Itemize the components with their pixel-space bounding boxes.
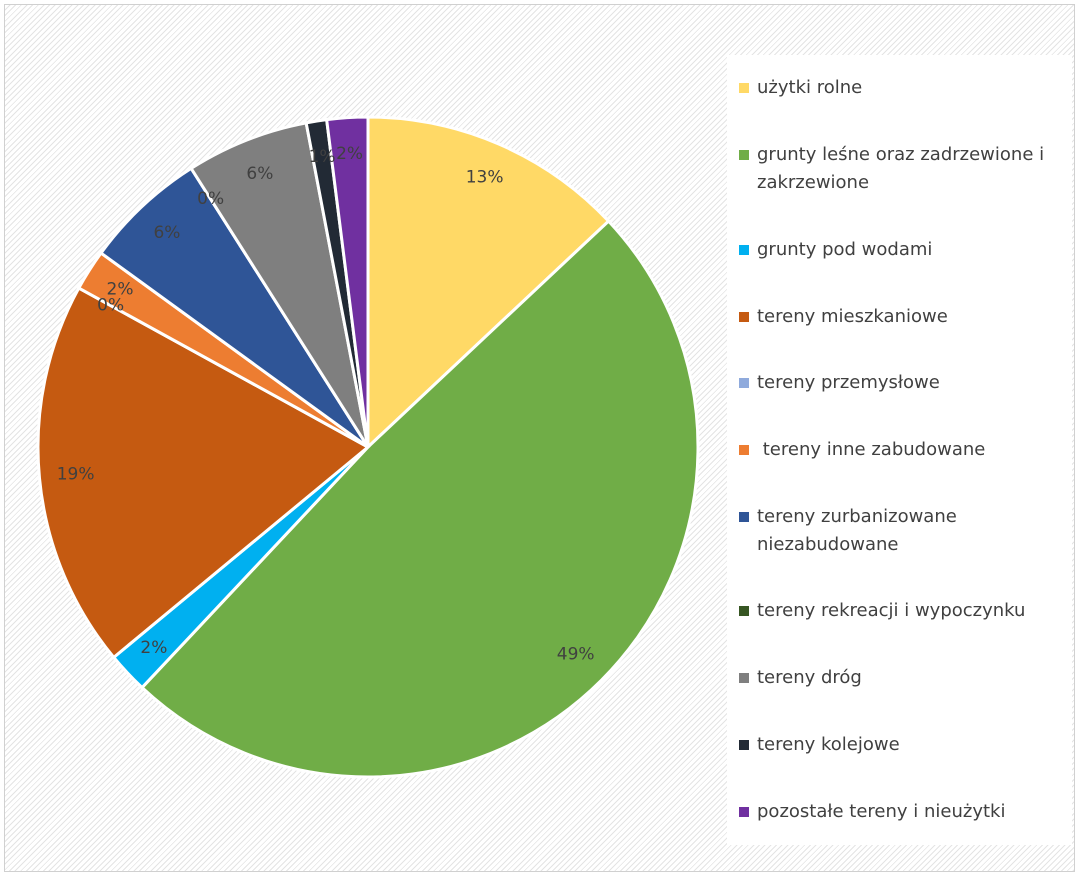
legend-swatch xyxy=(739,244,749,255)
legend-swatch xyxy=(739,511,749,522)
pie-slice xyxy=(98,166,370,449)
legend-swatch xyxy=(739,444,749,455)
data-label: 6% xyxy=(246,164,273,184)
legend-swatch xyxy=(739,150,749,161)
pie-slice xyxy=(139,218,700,779)
legend-swatch xyxy=(739,673,749,684)
legend-label: tereny zurbanizowane niezabudowane xyxy=(757,505,963,555)
legend: użytki rolne grunty leśne oraz zadrzewion… xyxy=(727,55,1072,845)
pie-slice xyxy=(324,115,370,448)
legend-swatch xyxy=(739,806,749,817)
legend-label: tereny inne zabudowane xyxy=(757,438,986,460)
data-label: 13% xyxy=(466,167,504,187)
legend-label: pozostałe tereny i nieużytki xyxy=(757,800,1006,822)
data-label: 19% xyxy=(57,465,95,485)
legend-swatch xyxy=(739,378,749,389)
legend-item: grunty pod wodami xyxy=(739,236,1072,264)
legend-item: tereny rekreacji i wypoczynku xyxy=(739,597,1072,625)
legend-item: tereny zurbanizowane niezabudowane xyxy=(739,503,1072,559)
legend-item: tereny dróg xyxy=(739,664,1072,692)
data-label: 0% xyxy=(197,189,224,209)
data-label: 2% xyxy=(107,280,134,300)
pie-slice xyxy=(366,115,611,451)
legend-label: tereny dróg xyxy=(757,667,862,689)
legend-label: tereny przemysłowe xyxy=(757,372,940,394)
data-label: 2% xyxy=(336,144,363,164)
legend-swatch xyxy=(739,311,749,322)
legend-label: grunty pod wodami xyxy=(757,238,933,260)
legend-item: pozostałe tereny i nieużytki xyxy=(739,798,1072,826)
data-label: 2% xyxy=(140,638,167,658)
pie-slice xyxy=(189,121,370,448)
legend-label: tereny mieszkaniowe xyxy=(757,305,948,327)
legend-item: tereny inne zabudowane xyxy=(739,436,1072,464)
legend-item: grunty leśne oraz zadrzewione i zakrzewi… xyxy=(739,141,1072,197)
legend-item: użytki rolne xyxy=(739,74,1072,102)
legend-swatch xyxy=(739,83,749,94)
legend-label: grunty leśne oraz zadrzewione i zakrzewi… xyxy=(757,144,1050,194)
legend-label: użytki rolne xyxy=(757,77,863,99)
legend-label: tereny kolejowe xyxy=(757,733,900,755)
data-label: 6% xyxy=(153,223,180,243)
data-label: 1% xyxy=(309,147,336,167)
data-label: 49% xyxy=(557,645,595,665)
legend-item: tereny mieszkaniowe xyxy=(739,303,1072,331)
data-label: 0% xyxy=(97,296,124,316)
legend-item: tereny kolejowe xyxy=(739,731,1072,759)
legend-label: tereny rekreacji i wypoczynku xyxy=(757,600,1026,622)
pie-slice xyxy=(36,285,371,660)
legend-item: tereny przemysłowe xyxy=(739,369,1072,397)
legend-swatch xyxy=(739,739,749,750)
legend-swatch xyxy=(739,606,749,617)
